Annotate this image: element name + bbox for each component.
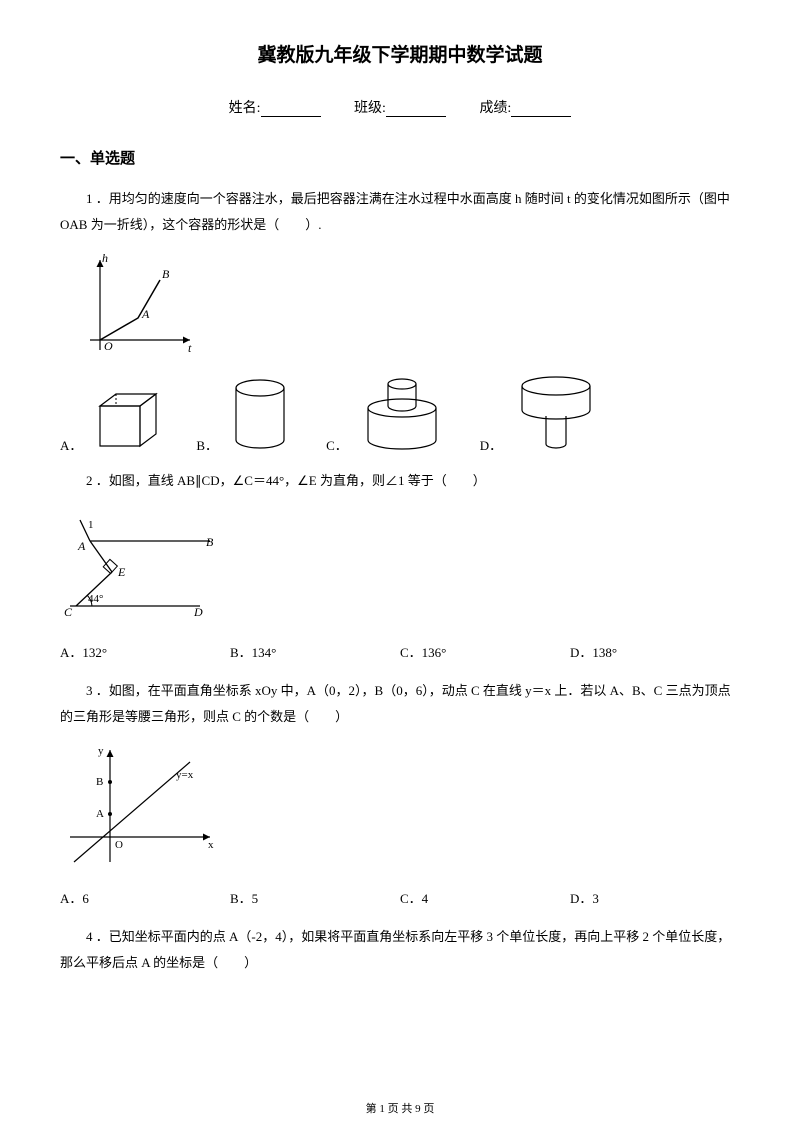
- q2-optC: C．136°: [400, 640, 570, 666]
- q2-label-D: D: [193, 605, 203, 619]
- shape-box-icon: [88, 386, 166, 454]
- name-blank: [261, 103, 321, 117]
- page-footer: 第 1 页 共 9 页: [0, 1100, 800, 1116]
- q2-figure: 1 A B E C D 44°: [60, 506, 740, 626]
- q2-options: A．132° B．134° C．136° D．138°: [60, 640, 740, 666]
- q3-optD: D．3: [570, 886, 740, 912]
- name-label: 姓名:: [229, 101, 261, 116]
- q2-text: 2 ．如图，直线 AB∥CD，∠C＝44°，∠E 为直角，则∠1 等于（ ）: [60, 468, 740, 494]
- score-blank: [511, 103, 571, 117]
- shape-cylinder-icon: [224, 374, 296, 454]
- q1-optB: B．: [196, 435, 218, 454]
- q2-optD: D．138°: [570, 640, 740, 666]
- q2-label-1: 1: [88, 519, 94, 531]
- graph-label-b: B: [162, 267, 170, 281]
- q3-optA: A．6: [60, 886, 230, 912]
- q4-text: 4 ．已知坐标平面内的点 A（-2，4），如果将平面直角坐标系向左平移 3 个单…: [60, 924, 740, 976]
- q2-label-E: E: [117, 565, 126, 579]
- q2-optA: A．132°: [60, 640, 230, 666]
- graph-label-o: O: [104, 339, 113, 353]
- class-label: 班级:: [354, 101, 386, 116]
- q1-optD: D．: [480, 435, 502, 454]
- q2-label-B: B: [206, 535, 214, 549]
- q3-text: 3 ．如图，在平面直角坐标系 xOy 中，A（0，2），B（0，6），动点 C …: [60, 678, 740, 730]
- shape-step-up-icon: [354, 374, 450, 454]
- q2-optB: B．134°: [230, 640, 400, 666]
- q3-options: A．6 B．5 C．4 D．3: [60, 886, 740, 912]
- q3-optC: C．4: [400, 886, 570, 912]
- q3-label-B: B: [96, 776, 103, 788]
- q1-options: A． B． C． D．: [60, 374, 740, 454]
- q2-label-A: A: [77, 539, 86, 553]
- q1-optA: A．: [60, 435, 82, 454]
- q3-label-x: x: [208, 839, 214, 851]
- q2-label-C: C: [64, 605, 73, 619]
- q3-label-y: y: [98, 745, 104, 757]
- graph-label-t: t: [188, 341, 192, 355]
- q1-text: 1 ．用均匀的速度向一个容器注水，最后把容器注满在注水过程中水面高度 h 随时间…: [60, 186, 740, 238]
- q3-figure: y x O A B y=x: [60, 742, 740, 872]
- q1-optC: C．: [326, 435, 348, 454]
- shape-step-down-icon: [508, 374, 604, 454]
- q3-label-line: y=x: [176, 769, 194, 781]
- q3-optB: B．5: [230, 886, 400, 912]
- q3-label-O: O: [115, 839, 123, 851]
- q3-label-A: A: [96, 808, 104, 820]
- section-heading-1: 一、单选题: [60, 147, 740, 168]
- score-label: 成绩:: [479, 101, 511, 116]
- meta-line: 姓名: 班级: 成绩:: [60, 97, 740, 117]
- q1-graph: h t O A B: [60, 250, 740, 360]
- q2-angle: 44°: [88, 593, 103, 605]
- graph-label-h: h: [102, 251, 108, 265]
- graph-label-a: A: [141, 307, 150, 321]
- class-blank: [386, 103, 446, 117]
- page-title: 冀教版九年级下学期期中数学试题: [60, 40, 740, 67]
